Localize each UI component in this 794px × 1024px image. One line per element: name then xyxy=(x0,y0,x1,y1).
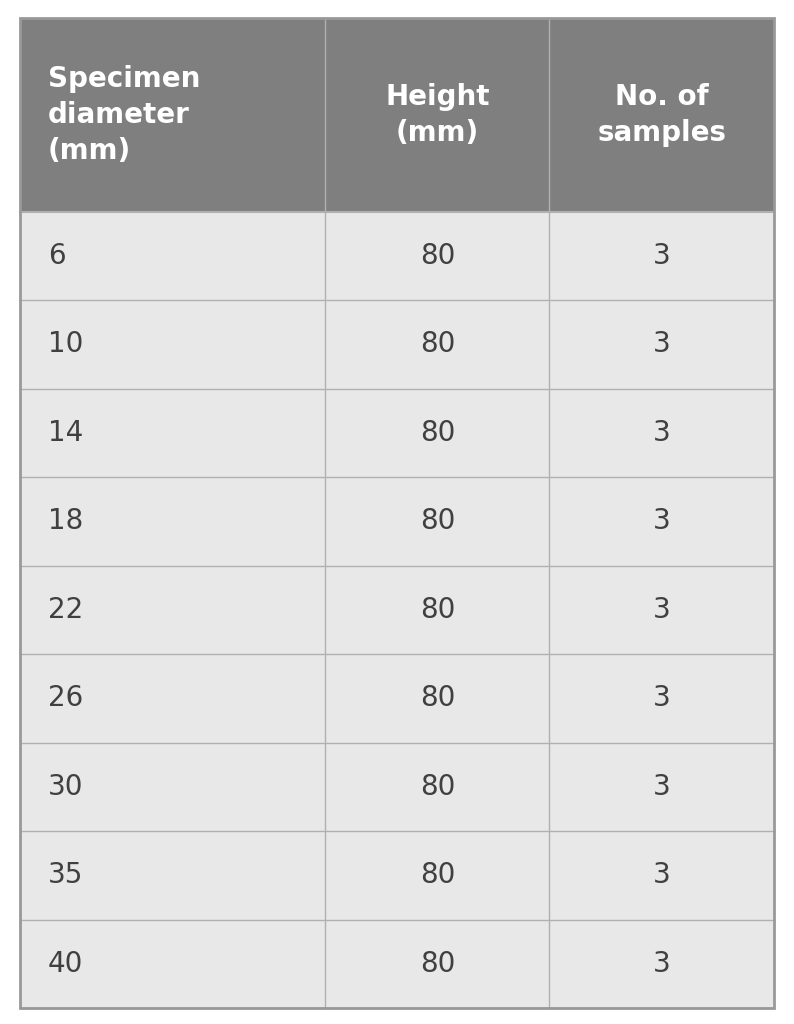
Text: 3: 3 xyxy=(653,596,671,624)
Text: 10: 10 xyxy=(48,331,83,358)
Bar xyxy=(549,388,774,477)
Text: 35: 35 xyxy=(48,861,83,890)
Bar xyxy=(326,300,549,388)
Bar xyxy=(20,742,326,831)
Text: 26: 26 xyxy=(48,684,83,713)
Bar xyxy=(20,388,326,477)
Bar xyxy=(549,654,774,742)
Bar xyxy=(326,831,549,920)
Bar xyxy=(20,300,326,388)
Bar xyxy=(326,212,549,300)
Text: 40: 40 xyxy=(48,950,83,978)
Bar xyxy=(549,212,774,300)
Bar xyxy=(326,920,549,1009)
Bar xyxy=(549,742,774,831)
Text: 3: 3 xyxy=(653,861,671,890)
Text: 30: 30 xyxy=(48,773,83,801)
Text: 80: 80 xyxy=(420,596,455,624)
Text: 3: 3 xyxy=(653,684,671,713)
Text: 80: 80 xyxy=(420,684,455,713)
Text: No. of
samples: No. of samples xyxy=(597,83,727,146)
Text: 80: 80 xyxy=(420,950,455,978)
Bar xyxy=(20,18,326,212)
Bar xyxy=(20,477,326,565)
Bar xyxy=(549,477,774,565)
Text: 80: 80 xyxy=(420,507,455,536)
Bar xyxy=(20,212,326,300)
Text: 3: 3 xyxy=(653,242,671,269)
Bar xyxy=(549,300,774,388)
Text: 22: 22 xyxy=(48,596,83,624)
Text: 3: 3 xyxy=(653,507,671,536)
Bar xyxy=(20,920,326,1009)
Bar xyxy=(326,18,549,212)
Bar xyxy=(326,654,549,742)
Bar xyxy=(20,565,326,654)
Text: 80: 80 xyxy=(420,242,455,269)
Bar xyxy=(326,477,549,565)
Bar xyxy=(326,742,549,831)
Text: 80: 80 xyxy=(420,773,455,801)
Text: 14: 14 xyxy=(48,419,83,446)
Text: 6: 6 xyxy=(48,242,65,269)
Bar xyxy=(549,565,774,654)
Text: 3: 3 xyxy=(653,331,671,358)
Bar xyxy=(549,920,774,1009)
Text: 3: 3 xyxy=(653,419,671,446)
Text: Height
(mm): Height (mm) xyxy=(385,83,490,146)
Bar xyxy=(20,831,326,920)
Text: 18: 18 xyxy=(48,507,83,536)
Text: 3: 3 xyxy=(653,950,671,978)
Text: 80: 80 xyxy=(420,861,455,890)
Bar xyxy=(20,654,326,742)
Text: 80: 80 xyxy=(420,331,455,358)
Bar xyxy=(549,18,774,212)
Text: 3: 3 xyxy=(653,773,671,801)
Bar xyxy=(549,831,774,920)
Text: Specimen
diameter
(mm): Specimen diameter (mm) xyxy=(48,66,200,165)
Bar xyxy=(326,565,549,654)
Text: 80: 80 xyxy=(420,419,455,446)
Bar xyxy=(326,388,549,477)
